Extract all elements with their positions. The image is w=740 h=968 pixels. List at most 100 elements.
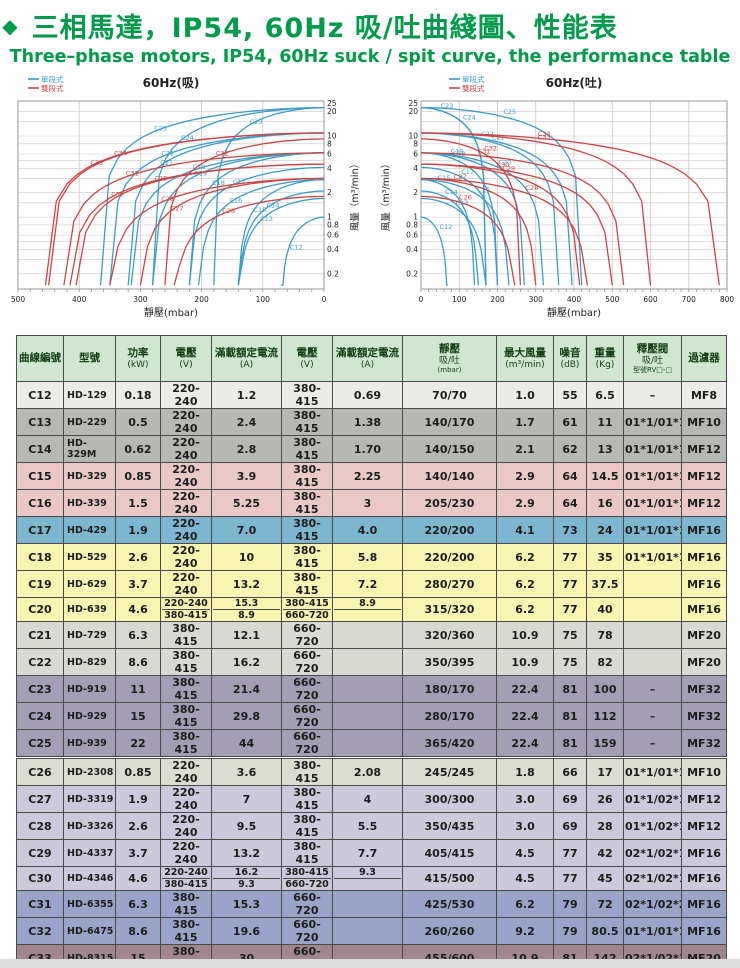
cell-a2: 2.25 xyxy=(332,462,403,490)
cell-kw: 4.6 xyxy=(115,597,161,622)
cell-a2 xyxy=(332,890,403,918)
cell-filter: MF12 xyxy=(681,462,727,490)
column-header: 型號 xyxy=(63,335,116,382)
curve-label-C13: C13 xyxy=(260,215,273,223)
cell-valve: 01*1/02*1 xyxy=(623,785,682,813)
cell-model: HD-229 xyxy=(63,408,116,436)
cell-flow: 22.4 xyxy=(496,702,554,730)
curve-C28 xyxy=(109,177,325,286)
cell-model: HD-529 xyxy=(63,543,116,571)
cell-a1: 21.4 xyxy=(211,675,282,703)
curve-C25 xyxy=(99,106,325,286)
cell-c: C13 xyxy=(16,408,64,436)
chart-suck: 60Hz(吸) 單段式 雙段式 25 20 10 8 6 4 2 1 0.8 0.6 0.4 0.2 風量（m… xyxy=(10,71,373,329)
x-axis-label: 靜壓(mbar) xyxy=(144,306,198,319)
column-header: 最大風量 (m³/min) xyxy=(496,335,554,382)
cell-v2: 380-415 xyxy=(281,435,333,463)
curve-label-C22: C22 xyxy=(161,150,174,158)
curve-C31 xyxy=(420,152,625,286)
x-tick-label: 400 xyxy=(567,295,582,304)
curve-C13 xyxy=(420,197,487,286)
cell-v1: 220-240 xyxy=(160,408,212,436)
cell-kw: 0.85 xyxy=(115,756,161,786)
cell-p: 415/500 xyxy=(402,866,497,891)
cell-a1: 13.2 xyxy=(211,839,282,867)
cell-a2 xyxy=(332,675,403,703)
column-header: 滿載額定電流 (A) xyxy=(332,335,403,382)
cell-model: HD-919 xyxy=(63,675,116,703)
cell-kw: 0.62 xyxy=(115,435,161,463)
page-title-zh: 三相馬達，IP54, 60Hz 吸/吐曲綫圖、性能表 xyxy=(31,13,618,44)
cell-kw: 0.18 xyxy=(115,381,161,409)
cell-db: 77 xyxy=(553,570,587,598)
cell-v1: 220-240 380-415 xyxy=(160,866,212,891)
cell-model: HD-4346 xyxy=(63,866,116,891)
cell-valve: – xyxy=(623,381,682,409)
x-tick-label: 400 xyxy=(72,295,87,304)
cell-a1: 5.25 xyxy=(211,489,282,517)
cell-c: C29 xyxy=(16,839,64,867)
cell-a2: 4 xyxy=(332,785,403,813)
cell-p: 140/170 xyxy=(402,408,497,436)
cell-flow: 4.1 xyxy=(496,516,554,544)
cell-model: HD-6355 xyxy=(63,890,116,918)
curve-C34 xyxy=(47,132,324,286)
cell-v1: 220-240 xyxy=(160,516,212,544)
cell-p: 245/245 xyxy=(402,756,497,786)
curve-label-C29: C29 xyxy=(154,175,167,183)
cell-valve: 02*1/02*1 xyxy=(623,839,682,867)
cell-p: 425/530 xyxy=(402,890,497,918)
table-row: C28 HD-3326 2.6 220-240 9.5 380-415 5.5 350/435… xyxy=(16,812,727,840)
y-axis-label: 風量（m³/min） xyxy=(349,159,361,231)
curves: C12C13C14C15C16C17C18C19C20C21C22C23C24C… xyxy=(420,102,720,286)
x-tick-label: 200 xyxy=(490,295,505,304)
cell-kg: 14.5 xyxy=(586,462,624,490)
cell-a1: 3.6 xyxy=(211,756,282,786)
cell-p: 140/150 xyxy=(402,435,497,463)
cell-flow: 1.0 xyxy=(496,381,554,409)
curve-label-C28: C28 xyxy=(161,195,174,203)
cell-kg: 82 xyxy=(586,648,624,676)
cell-kg: 24 xyxy=(586,516,624,544)
curve-label-C24: C24 xyxy=(463,113,476,121)
cell-v2: 380-415 xyxy=(281,489,333,517)
cell-p: 180/170 xyxy=(402,675,497,703)
cell-a1: 2.8 xyxy=(211,435,282,463)
curve-label-C15: C15 xyxy=(437,174,450,182)
cell-flow: 6.2 xyxy=(496,570,554,598)
cell-model: HD-329 xyxy=(63,462,116,490)
table-row: C24 HD-929 15 380-415 29.8 660-720 280/170 22.4… xyxy=(16,702,727,730)
cell-valve: 01*1/01*1 xyxy=(623,516,682,544)
cell-valve: 01*1/01*1 xyxy=(623,543,682,571)
cell-a2: 3 xyxy=(332,489,403,517)
cell-v2: 380-415 xyxy=(281,516,333,544)
cell-a2 xyxy=(332,648,403,676)
table-row: C27 HD-3319 1.9 220-240 7 380-415 4 300/300 3.0 6… xyxy=(16,785,727,813)
cell-filter: MF16 xyxy=(681,890,727,918)
cell-v2: 380-415 xyxy=(281,839,333,867)
y-tick-label: 0.2 xyxy=(406,269,418,278)
curve-C12 xyxy=(281,216,325,286)
column-header: 釋壓閥 吸/吐 型號RV□-□ xyxy=(623,335,682,382)
cell-model: HD-629 xyxy=(63,570,116,598)
cell-v2: 660-720 xyxy=(281,648,333,676)
table-row: C16 HD-339 1.5 220-240 5.25 380-415 3 205/230 2.… xyxy=(16,489,727,517)
curve-label-C25: C25 xyxy=(154,124,167,132)
curve-C13 xyxy=(237,197,325,286)
cell-model: HD-639 xyxy=(63,597,116,622)
cell-filter: MF12 xyxy=(681,435,727,463)
cell-v1: 220-240 xyxy=(160,435,212,463)
legend-label: 雙段式 xyxy=(41,83,64,93)
legend-label: 雙段式 xyxy=(462,83,485,93)
cell-c: C28 xyxy=(16,812,64,840)
cell-c: C16 xyxy=(16,489,64,517)
cell-kg: 80.5 xyxy=(586,917,624,945)
curve-label-C29: C29 xyxy=(502,165,515,173)
legend-label: 單段式 xyxy=(462,74,485,84)
column-header: 噪音 (dB) xyxy=(553,335,587,382)
y-tick-label: 6 xyxy=(327,149,332,158)
cell-c: C12 xyxy=(16,381,64,409)
curve-label-C32: C32 xyxy=(484,145,497,153)
cell-kg: 28 xyxy=(586,812,624,840)
